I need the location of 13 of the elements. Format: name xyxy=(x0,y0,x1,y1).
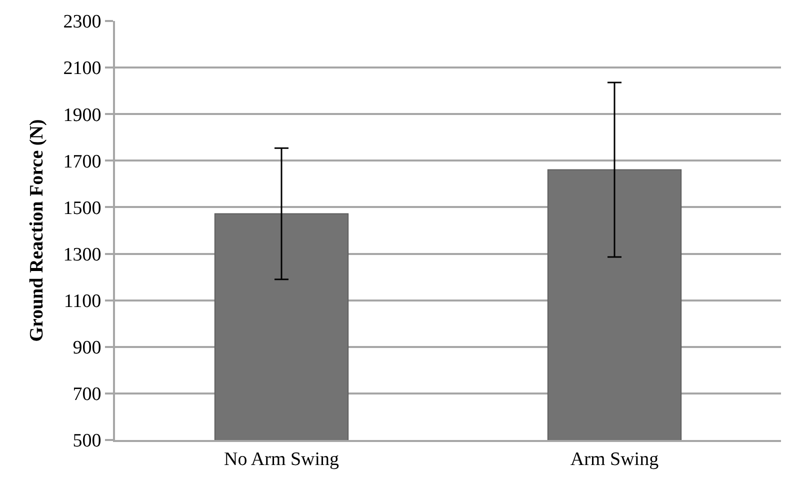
y-tick-label: 500 xyxy=(72,430,102,452)
y-tick-label: 1900 xyxy=(63,104,102,126)
y-tick-label: 1700 xyxy=(63,151,102,172)
y-axis-title: Ground Reaction Force (N) xyxy=(26,119,48,342)
x-tick-label: Arm Swing xyxy=(570,448,660,470)
y-tick-label: 1300 xyxy=(63,244,102,266)
y-tick-label: 700 xyxy=(72,384,102,406)
y-tick-label: 900 xyxy=(72,338,102,359)
y-tick-label: 1100 xyxy=(64,290,102,312)
y-tick-label: 2300 xyxy=(63,12,102,33)
x-tick-label: No Arm Swing xyxy=(224,448,340,470)
y-tick-label: 2100 xyxy=(63,58,102,80)
y-tick-label: 1500 xyxy=(63,198,102,219)
